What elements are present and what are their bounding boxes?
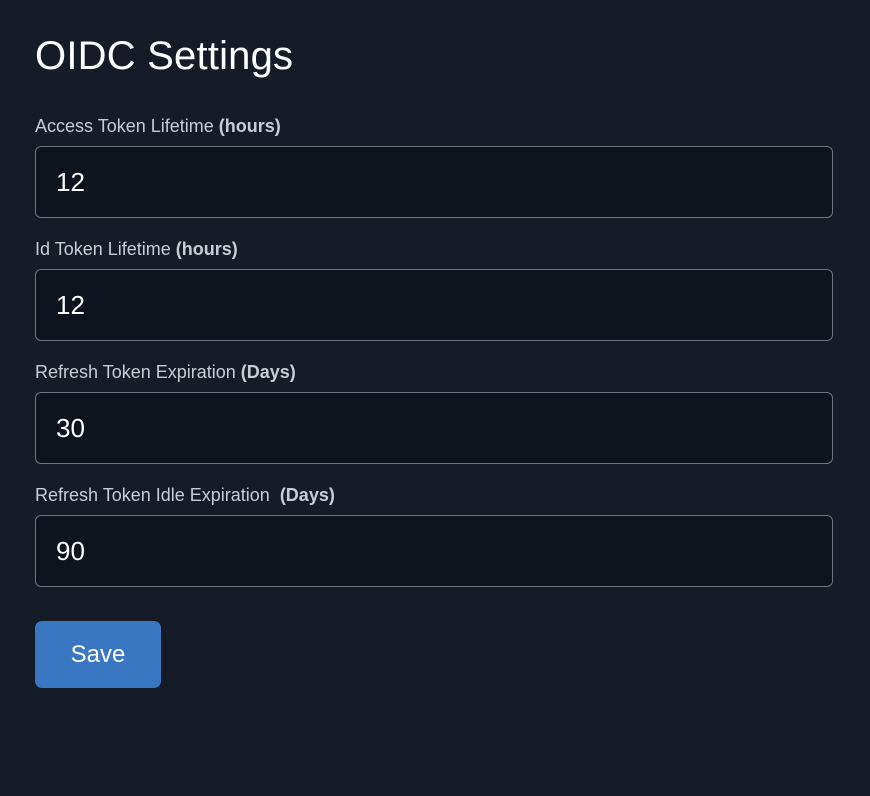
label-access-token-lifetime-text: Access Token Lifetime	[35, 116, 219, 136]
label-refresh-token-expiration: Refresh Token Expiration (Days)	[35, 361, 833, 383]
label-refresh-token-idle-expiration: Refresh Token Idle Expiration (Days)	[35, 484, 833, 506]
field-group-access-token-lifetime: Access Token Lifetime (hours)	[35, 115, 833, 218]
field-group-refresh-token-idle-expiration: Refresh Token Idle Expiration (Days)	[35, 484, 833, 587]
field-group-refresh-token-expiration: Refresh Token Expiration (Days)	[35, 361, 833, 464]
label-access-token-lifetime-unit: (hours)	[218, 116, 281, 136]
label-refresh-token-idle-expiration-text: Refresh Token Idle Expiration	[35, 485, 280, 505]
label-refresh-token-idle-expiration-unit: (Days)	[279, 485, 335, 505]
label-id-token-lifetime: Id Token Lifetime (hours)	[35, 238, 833, 260]
label-refresh-token-expiration-unit: (Days)	[240, 362, 296, 382]
input-access-token-lifetime[interactable]	[35, 146, 833, 218]
input-refresh-token-expiration[interactable]	[35, 392, 833, 464]
label-id-token-lifetime-text: Id Token Lifetime	[35, 239, 176, 259]
field-group-id-token-lifetime: Id Token Lifetime (hours)	[35, 238, 833, 341]
save-button[interactable]: Save	[35, 621, 161, 688]
page-title: OIDC Settings	[35, 34, 294, 78]
input-id-token-lifetime[interactable]	[35, 269, 833, 341]
label-access-token-lifetime: Access Token Lifetime (hours)	[35, 115, 833, 137]
input-refresh-token-idle-expiration[interactable]	[35, 515, 833, 587]
label-id-token-lifetime-unit: (hours)	[175, 239, 238, 259]
oidc-settings-form: Access Token Lifetime (hours) Id Token L…	[35, 115, 833, 688]
label-refresh-token-expiration-text: Refresh Token Expiration	[35, 362, 241, 382]
